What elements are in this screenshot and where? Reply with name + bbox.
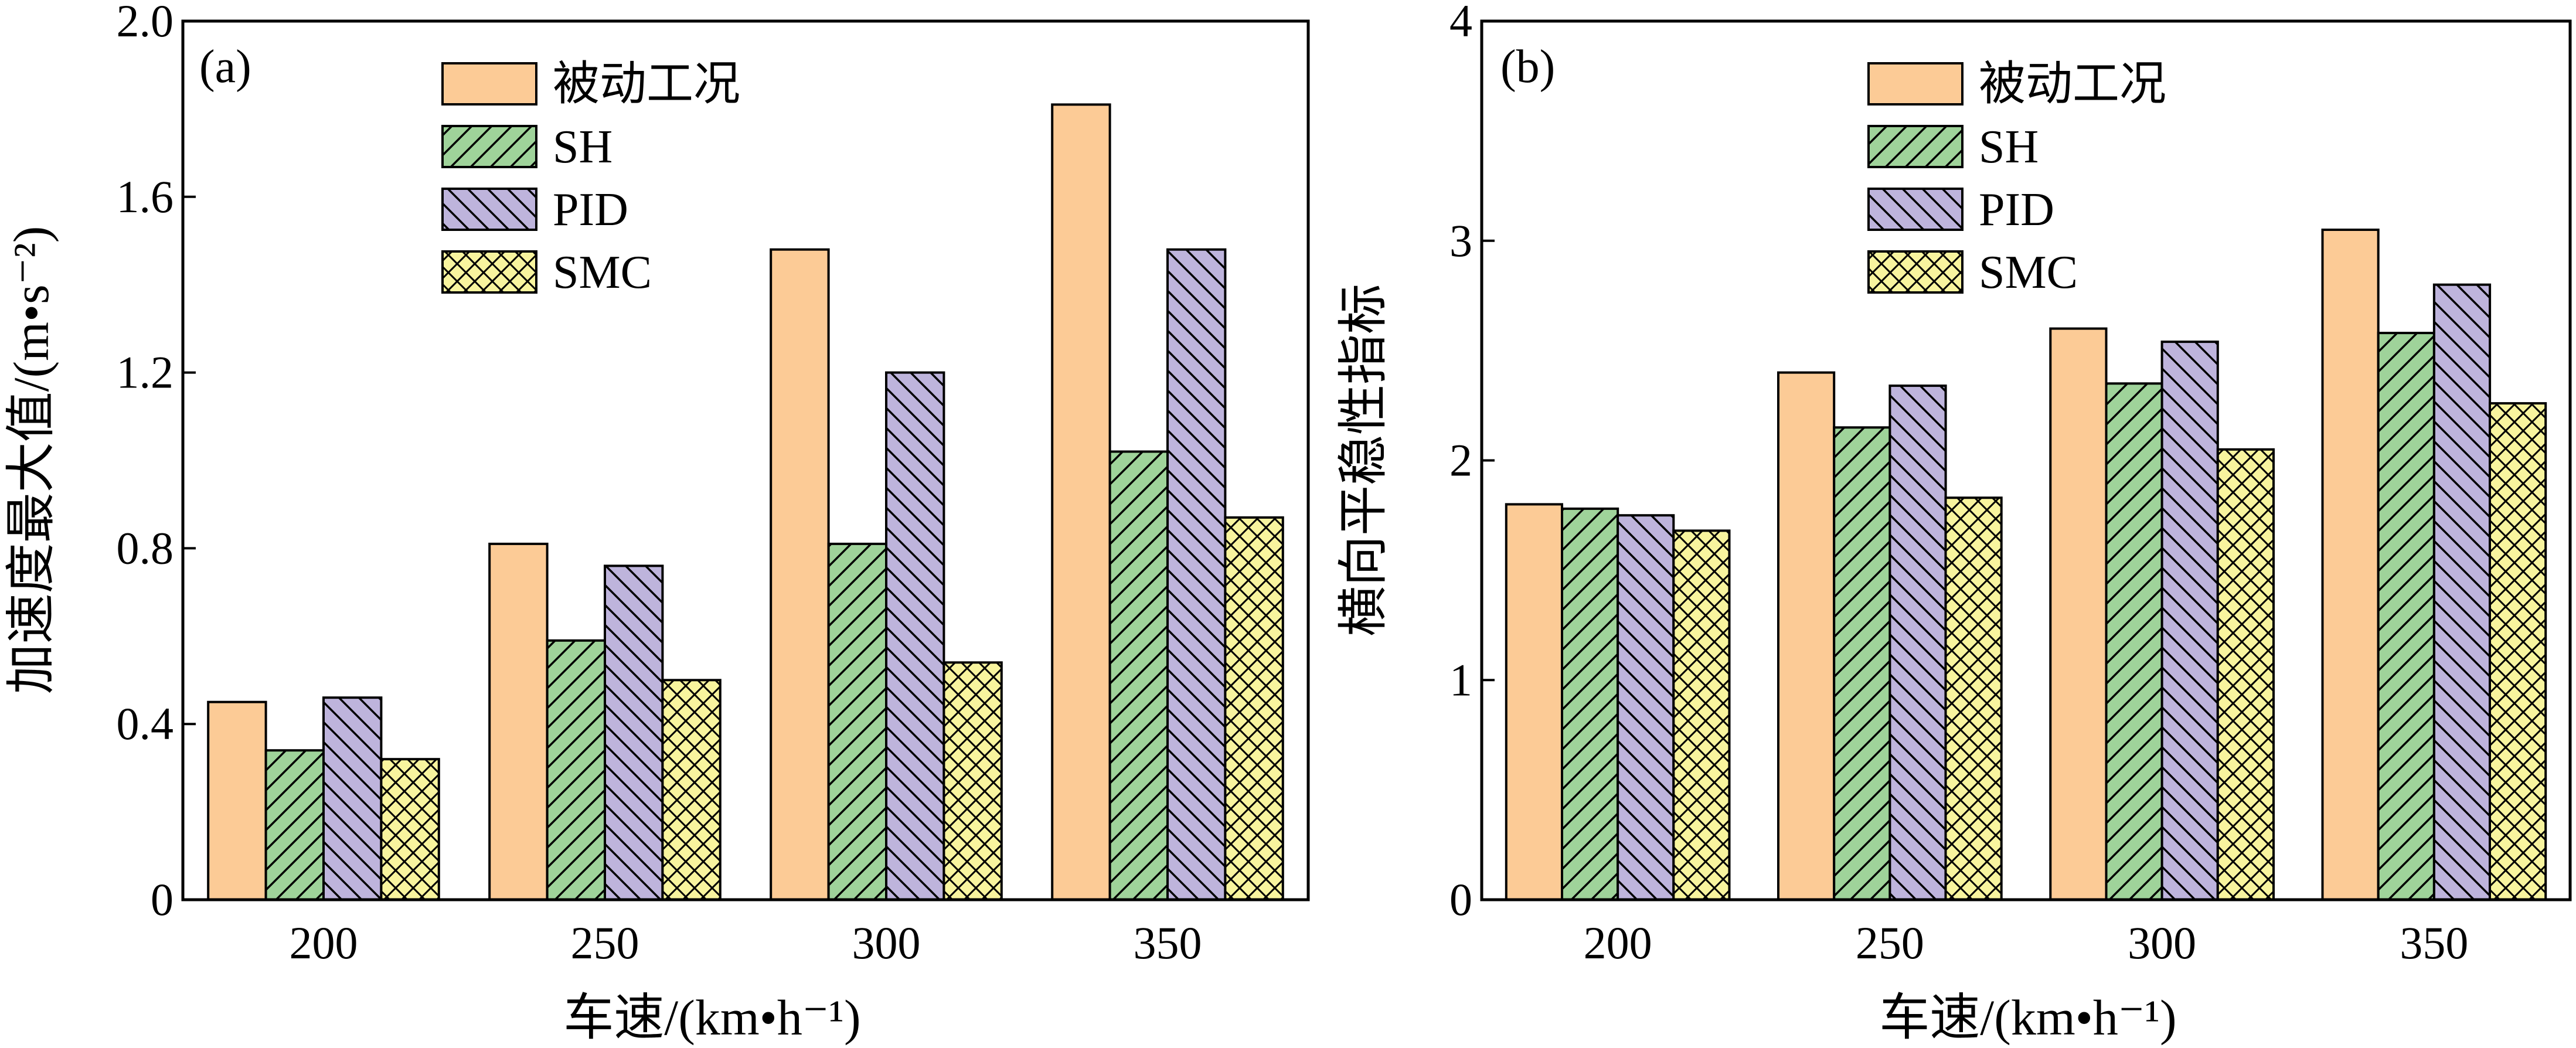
panel-b-bar-被动工况-350 bbox=[2321, 229, 2380, 901]
panel-a: 加速度最大值/(m•s⁻²) 车速/(km•h⁻¹) (a) 0 0.4 0.8 1.… bbox=[3, 0, 1310, 1046]
panel-b-ytick-label: 0 bbox=[1449, 874, 1472, 925]
panel-a-bar-SMC-200 bbox=[380, 758, 440, 901]
panel-b-label: (b) bbox=[1500, 41, 1555, 93]
panel-a-bar-SH-350 bbox=[1108, 450, 1169, 901]
panel-a-bar-SH-250 bbox=[546, 639, 606, 901]
panel-a-xtick-label: 300 bbox=[852, 917, 921, 968]
panel-a-bar-PID-350 bbox=[1166, 248, 1227, 901]
panel-a-bar-PID-250 bbox=[604, 564, 664, 901]
panel-a-bar-SH-200 bbox=[264, 749, 325, 901]
panel-b-bar-SMC-250 bbox=[1944, 496, 2003, 901]
panel-a-ytick-label: 0.4 bbox=[117, 698, 174, 749]
panel-b-bar-PID-250 bbox=[1888, 385, 1947, 901]
panel-b-xtick-label: 300 bbox=[2128, 917, 2196, 968]
panel-b-xtick-label: 350 bbox=[2400, 917, 2468, 968]
panel-a-bar-被动工况-300 bbox=[770, 248, 830, 901]
panel-a-legend-swatch bbox=[441, 125, 537, 168]
panel-a-ytick-label: 1.6 bbox=[117, 171, 174, 222]
panel-b-ytick-label: 2 bbox=[1449, 435, 1472, 486]
panel-a-ytick-label: 0.8 bbox=[117, 522, 174, 573]
panel-b-bar-SMC-350 bbox=[2489, 402, 2547, 901]
panel-a-ytick-label: 2.0 bbox=[117, 0, 174, 46]
panel-b-ylabel: 横向平稳性指标 bbox=[1335, 284, 1391, 637]
panel-b-legend-swatch bbox=[1867, 125, 1964, 168]
panel-a-bar-SMC-350 bbox=[1224, 516, 1284, 901]
panel-b-ytick-label: 1 bbox=[1449, 654, 1472, 705]
panel-b-bar-PID-350 bbox=[2432, 283, 2492, 901]
panel-a-xtick-label: 200 bbox=[290, 917, 358, 968]
panel-a-bar-被动工况-250 bbox=[488, 542, 549, 901]
panel-a-legend-swatch bbox=[441, 188, 537, 231]
panel-b-legend-label: 被动工况 bbox=[1979, 59, 2166, 110]
panel-b-bar-SH-250 bbox=[1833, 426, 1891, 901]
panel-b-bar-PID-300 bbox=[2160, 341, 2219, 901]
panel-a-legend-swatch bbox=[441, 250, 537, 294]
panel-a-bar-SMC-300 bbox=[942, 661, 1003, 901]
panel-a-ytick-label: 1.2 bbox=[117, 347, 174, 398]
panel-b-ytick-label: 4 bbox=[1449, 0, 1472, 46]
panel-b-bar-PID-200 bbox=[1617, 514, 1675, 901]
panel-a-xtick-label: 350 bbox=[1134, 917, 1202, 968]
panel-b-bar-被动工况-250 bbox=[1777, 371, 1836, 901]
panel-a-xtick-label: 250 bbox=[571, 917, 639, 968]
panel-b-xlabel: 车速/(km•h⁻¹) bbox=[1879, 989, 2176, 1046]
panel-a-plot-frame bbox=[181, 19, 1310, 901]
panel-a-legend-label: PID bbox=[553, 184, 628, 236]
panel-b-legend-label: SH bbox=[1979, 121, 2039, 173]
panel-a-legend-swatch bbox=[441, 62, 537, 106]
panel-a-bar-SH-300 bbox=[827, 542, 887, 901]
panel-a-legend-label: 被动工况 bbox=[553, 59, 740, 110]
panel-a-ylabel: 加速度最大值/(m•s⁻²) bbox=[3, 226, 59, 695]
panel-b-legend-label: PID bbox=[1979, 184, 2054, 236]
panel-b-legend-swatch bbox=[1867, 62, 1964, 106]
panel-a-plot: 0 0.4 0.8 1.2 1.6 2.0 200 250 300 350 被动工况 SH PID SMC bbox=[117, 0, 1310, 968]
panel-b-legend-label: SMC bbox=[1979, 247, 2078, 298]
panel-a-legend-label: SMC bbox=[553, 247, 652, 298]
panel-a-ytick-label: 0 bbox=[151, 874, 173, 925]
panel-a-bar-被动工况-200 bbox=[207, 700, 267, 901]
panel-a-bar-PID-200 bbox=[322, 696, 383, 901]
panel-b-bar-被动工况-300 bbox=[2049, 327, 2108, 901]
panel-b-legend-swatch bbox=[1867, 188, 1964, 231]
panel-a-bar-SMC-250 bbox=[661, 679, 722, 901]
panel-b-bar-被动工况-200 bbox=[1505, 503, 1564, 901]
panel-a-legend-label: SH bbox=[553, 121, 612, 173]
panel-b-bar-SMC-200 bbox=[1672, 529, 1731, 901]
panel-b-bar-SH-350 bbox=[2377, 332, 2435, 901]
panel-a-bar-被动工况-350 bbox=[1051, 103, 1111, 901]
panel-b-bar-SMC-300 bbox=[2216, 448, 2275, 901]
panel-a-label: (a) bbox=[199, 41, 251, 93]
panel-b-xtick-label: 200 bbox=[1584, 917, 1652, 968]
panel-a-bar-PID-300 bbox=[885, 371, 945, 901]
panel-b-plot: 0 1 2 3 4 200 250 300 350 被动工况 SH PID SMC bbox=[1449, 0, 2572, 968]
panel-a-xlabel: 车速/(km•h⁻¹) bbox=[563, 989, 860, 1046]
panel-b-ytick-label: 3 bbox=[1449, 215, 1472, 266]
panel-b-bar-SH-200 bbox=[1561, 507, 1619, 901]
panel-b: 横向平稳性指标 车速/(km•h⁻¹) (b) 0 1 2 3 4 200 250 300 35… bbox=[1335, 0, 2572, 1046]
panel-b-legend-swatch bbox=[1867, 250, 1964, 294]
panel-b-xtick-label: 250 bbox=[1856, 917, 1924, 968]
panel-b-bar-SH-300 bbox=[2105, 382, 2163, 901]
